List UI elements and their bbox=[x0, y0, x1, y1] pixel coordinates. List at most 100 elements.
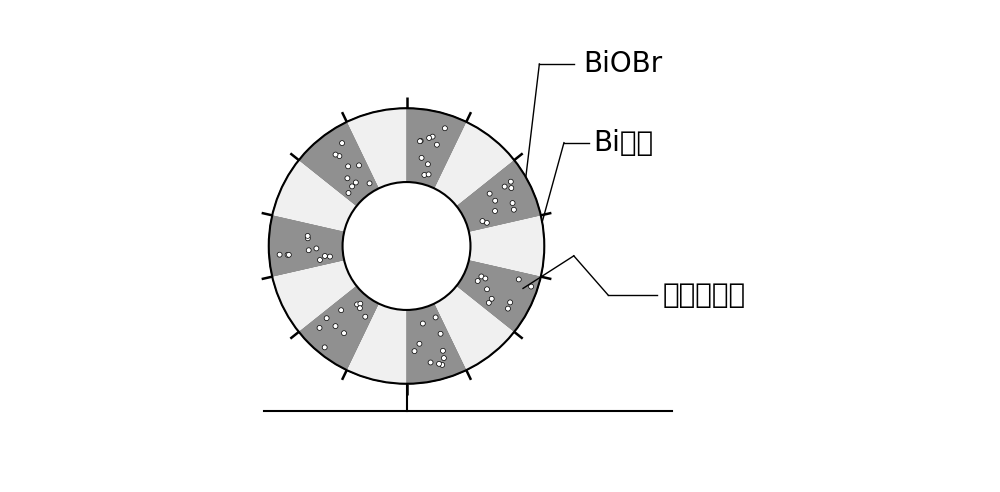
Circle shape bbox=[333, 324, 338, 329]
Circle shape bbox=[479, 274, 484, 279]
Wedge shape bbox=[272, 260, 357, 332]
Circle shape bbox=[353, 180, 358, 185]
Circle shape bbox=[328, 254, 332, 259]
Circle shape bbox=[506, 306, 510, 311]
Wedge shape bbox=[457, 260, 541, 332]
Circle shape bbox=[516, 277, 521, 282]
Circle shape bbox=[426, 172, 431, 177]
Wedge shape bbox=[434, 122, 514, 206]
Circle shape bbox=[358, 301, 363, 306]
Circle shape bbox=[529, 284, 534, 289]
Circle shape bbox=[350, 184, 355, 189]
Wedge shape bbox=[469, 215, 544, 277]
Circle shape bbox=[511, 207, 516, 212]
Wedge shape bbox=[269, 215, 344, 277]
Circle shape bbox=[417, 341, 422, 346]
Circle shape bbox=[346, 190, 351, 195]
Wedge shape bbox=[347, 304, 407, 384]
Circle shape bbox=[314, 246, 319, 251]
Circle shape bbox=[433, 315, 438, 320]
Wedge shape bbox=[457, 260, 541, 332]
Circle shape bbox=[434, 142, 439, 147]
Text: BiOBr: BiOBr bbox=[584, 50, 663, 78]
Circle shape bbox=[442, 126, 447, 131]
Circle shape bbox=[357, 163, 361, 168]
Circle shape bbox=[493, 198, 498, 203]
Circle shape bbox=[333, 152, 338, 157]
Circle shape bbox=[483, 276, 488, 281]
Circle shape bbox=[322, 345, 327, 350]
Circle shape bbox=[317, 325, 322, 330]
Wedge shape bbox=[299, 122, 379, 206]
Circle shape bbox=[430, 134, 435, 139]
Circle shape bbox=[422, 173, 427, 178]
Circle shape bbox=[440, 363, 445, 368]
Circle shape bbox=[322, 253, 327, 258]
Circle shape bbox=[427, 135, 432, 140]
Circle shape bbox=[337, 154, 342, 158]
Circle shape bbox=[486, 301, 491, 306]
Wedge shape bbox=[407, 304, 466, 384]
Circle shape bbox=[417, 139, 422, 144]
Wedge shape bbox=[299, 286, 379, 370]
Circle shape bbox=[508, 300, 513, 305]
Circle shape bbox=[508, 179, 513, 184]
Wedge shape bbox=[299, 122, 379, 206]
Wedge shape bbox=[269, 215, 344, 277]
Circle shape bbox=[412, 349, 417, 354]
Circle shape bbox=[510, 201, 515, 206]
Wedge shape bbox=[347, 108, 407, 188]
Circle shape bbox=[305, 234, 310, 239]
Circle shape bbox=[425, 162, 430, 167]
Circle shape bbox=[441, 356, 446, 361]
Circle shape bbox=[324, 316, 329, 321]
Wedge shape bbox=[457, 160, 541, 232]
Circle shape bbox=[419, 155, 424, 160]
Circle shape bbox=[305, 236, 310, 241]
Circle shape bbox=[367, 181, 372, 186]
Wedge shape bbox=[272, 160, 357, 232]
Wedge shape bbox=[272, 160, 357, 232]
Circle shape bbox=[345, 176, 350, 181]
Circle shape bbox=[480, 218, 485, 223]
Wedge shape bbox=[434, 122, 514, 206]
Circle shape bbox=[485, 287, 489, 292]
Circle shape bbox=[277, 252, 282, 257]
Circle shape bbox=[493, 209, 497, 214]
Circle shape bbox=[489, 296, 494, 301]
Circle shape bbox=[343, 182, 470, 310]
Wedge shape bbox=[469, 215, 544, 277]
Text: Bi金属: Bi金属 bbox=[593, 129, 654, 156]
Wedge shape bbox=[407, 108, 466, 188]
Wedge shape bbox=[299, 286, 379, 370]
Wedge shape bbox=[347, 304, 407, 384]
Wedge shape bbox=[272, 260, 357, 332]
Wedge shape bbox=[434, 286, 514, 370]
Circle shape bbox=[357, 306, 362, 310]
Wedge shape bbox=[407, 108, 466, 188]
Circle shape bbox=[437, 361, 442, 366]
Circle shape bbox=[440, 348, 445, 353]
Circle shape bbox=[286, 252, 291, 257]
Circle shape bbox=[342, 331, 346, 336]
Circle shape bbox=[355, 302, 360, 307]
Text: 氮化碳片层: 氮化碳片层 bbox=[662, 281, 745, 309]
Circle shape bbox=[340, 141, 345, 146]
Circle shape bbox=[475, 278, 480, 283]
Circle shape bbox=[502, 184, 507, 189]
Circle shape bbox=[346, 164, 351, 169]
Circle shape bbox=[363, 314, 368, 319]
Circle shape bbox=[339, 308, 344, 312]
Circle shape bbox=[285, 252, 290, 257]
Circle shape bbox=[420, 321, 425, 326]
Wedge shape bbox=[457, 160, 541, 232]
Circle shape bbox=[428, 360, 433, 365]
Circle shape bbox=[509, 185, 514, 190]
Circle shape bbox=[438, 331, 443, 336]
Wedge shape bbox=[407, 304, 466, 384]
Circle shape bbox=[418, 138, 423, 143]
Circle shape bbox=[487, 191, 492, 196]
Wedge shape bbox=[347, 108, 407, 188]
Wedge shape bbox=[434, 286, 514, 370]
Circle shape bbox=[484, 220, 489, 225]
